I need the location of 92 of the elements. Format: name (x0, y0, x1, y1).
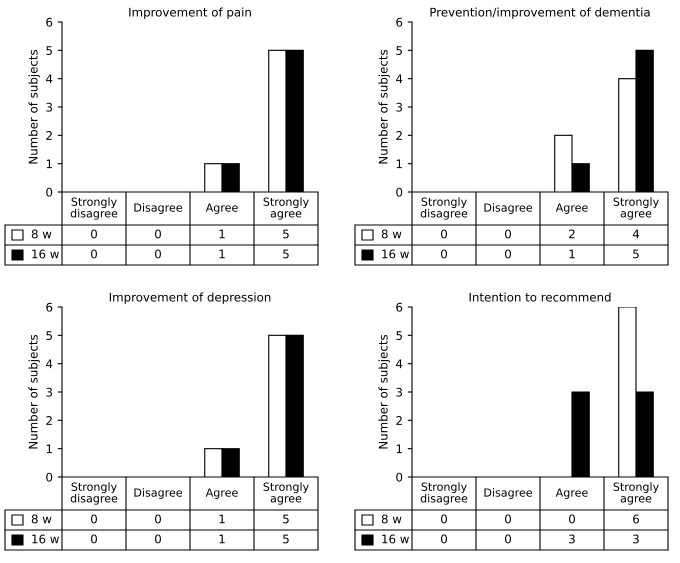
x-tick-label: Strongly agree (614, 197, 659, 220)
legend-label: 16 w (382, 249, 409, 258)
y-tick-label: 5 (46, 331, 52, 340)
y-tick-label: 3 (396, 388, 402, 397)
y-tick-label: 0 (396, 188, 402, 197)
data-label: 0 (91, 514, 97, 524)
data-label: 0 (441, 534, 447, 544)
data-label: 0 (441, 229, 447, 238)
legend-label: 8 w (32, 229, 52, 238)
y-tick-label: 1 (396, 444, 402, 454)
data-label: 0 (441, 514, 447, 524)
data-label: 0 (155, 229, 161, 238)
data-label: 0 (505, 514, 511, 524)
data-label: 0 (569, 514, 575, 524)
legend-label: 16 w (32, 249, 59, 258)
data-label: 0 (155, 249, 161, 258)
data-label: 1 (570, 250, 575, 258)
data-label: 0 (91, 534, 97, 544)
data-label: 5 (283, 514, 289, 524)
y-tick-label: 2 (396, 131, 402, 140)
y-axis-title: Number of subjects (378, 50, 390, 164)
y-tick-label: 5 (396, 46, 402, 55)
data-label: 5 (283, 534, 289, 544)
y-tick-label: 4 (396, 74, 402, 84)
y-axis-title: Number of subjects (28, 334, 40, 448)
y-tick-label: 0 (46, 188, 52, 197)
x-tick-label: Strongly agree (264, 482, 309, 505)
y-axis-title: Number of subjects (378, 334, 390, 448)
data-label: 0 (155, 514, 161, 524)
x-tick-label: Strongly agree (614, 482, 659, 505)
data-label: 1 (220, 534, 225, 544)
data-label: 1 (220, 250, 225, 258)
data-label: 1 (220, 514, 225, 524)
chart-title: Intention to recommend (470, 292, 610, 302)
y-axis-title: Number of subjects (28, 50, 40, 164)
data-label: 0 (91, 249, 97, 258)
y-tick-label: 2 (46, 131, 52, 140)
x-tick-label: Agree (206, 203, 238, 214)
chart-title: Prevention/improvement of dementia (430, 7, 650, 19)
y-tick-label: 6 (46, 18, 52, 27)
data-label: 0 (505, 249, 511, 258)
y-tick-label: 5 (396, 331, 402, 340)
y-tick-label: 6 (46, 302, 52, 312)
x-tick-label: Disagree (484, 203, 532, 214)
x-tick-label: Strongly disagree (70, 482, 118, 505)
y-tick-label: 1 (46, 444, 52, 454)
data-label: 0 (91, 229, 97, 238)
y-tick-label: 2 (396, 416, 402, 425)
x-tick-label: Strongly agree (264, 197, 309, 220)
data-label: 6 (633, 514, 640, 524)
chart-title: Improvement of depression (110, 292, 270, 304)
x-tick-label: Disagree (134, 203, 182, 214)
chart-title: Improvement of pain (129, 7, 251, 19)
data-label: 1 (220, 230, 225, 238)
y-tick-label: 2 (46, 416, 52, 425)
x-tick-label: Disagree (134, 488, 182, 499)
y-tick-label: 1 (396, 160, 402, 168)
x-tick-label: Strongly disagree (420, 197, 468, 220)
y-tick-label: 0 (396, 472, 402, 482)
x-tick-label: Strongly disagree (70, 197, 118, 220)
legend-label: 16 w (382, 534, 409, 544)
data-label: 0 (155, 534, 161, 544)
y-tick-label: 3 (46, 388, 52, 397)
legend-label: 8 w (382, 514, 402, 524)
x-tick-label: Strongly disagree (420, 482, 468, 505)
data-label: 0 (505, 229, 511, 238)
data-label: 4 (632, 230, 640, 238)
data-label: 2 (569, 229, 575, 238)
data-label: 5 (283, 250, 289, 258)
y-tick-label: 4 (46, 74, 52, 84)
y-tick-label: 5 (46, 46, 52, 55)
y-tick-label: 6 (396, 18, 402, 27)
data-label: 0 (505, 534, 511, 544)
legend-label: 16 w (32, 534, 59, 544)
x-tick-label: Agree (206, 488, 238, 499)
y-tick-label: 3 (46, 102, 52, 112)
x-tick-label: Agree (556, 203, 588, 214)
x-tick-label: Disagree (484, 488, 532, 499)
legend-label: 8 w (382, 229, 402, 238)
data-label: 3 (569, 534, 575, 544)
legend-label: 8 w (32, 514, 52, 524)
y-tick-label: 4 (396, 360, 402, 368)
y-tick-label: 1 (46, 160, 52, 168)
y-tick-label: 3 (396, 102, 402, 112)
data-label: 3 (633, 534, 639, 544)
x-tick-label: Agree (556, 488, 588, 499)
data-label: 5 (283, 230, 289, 238)
y-tick-label: 4 (46, 360, 52, 368)
data-label: 0 (441, 249, 447, 258)
y-tick-label: 6 (396, 302, 402, 312)
data-label: 5 (633, 250, 639, 258)
y-tick-label: 0 (46, 472, 52, 482)
